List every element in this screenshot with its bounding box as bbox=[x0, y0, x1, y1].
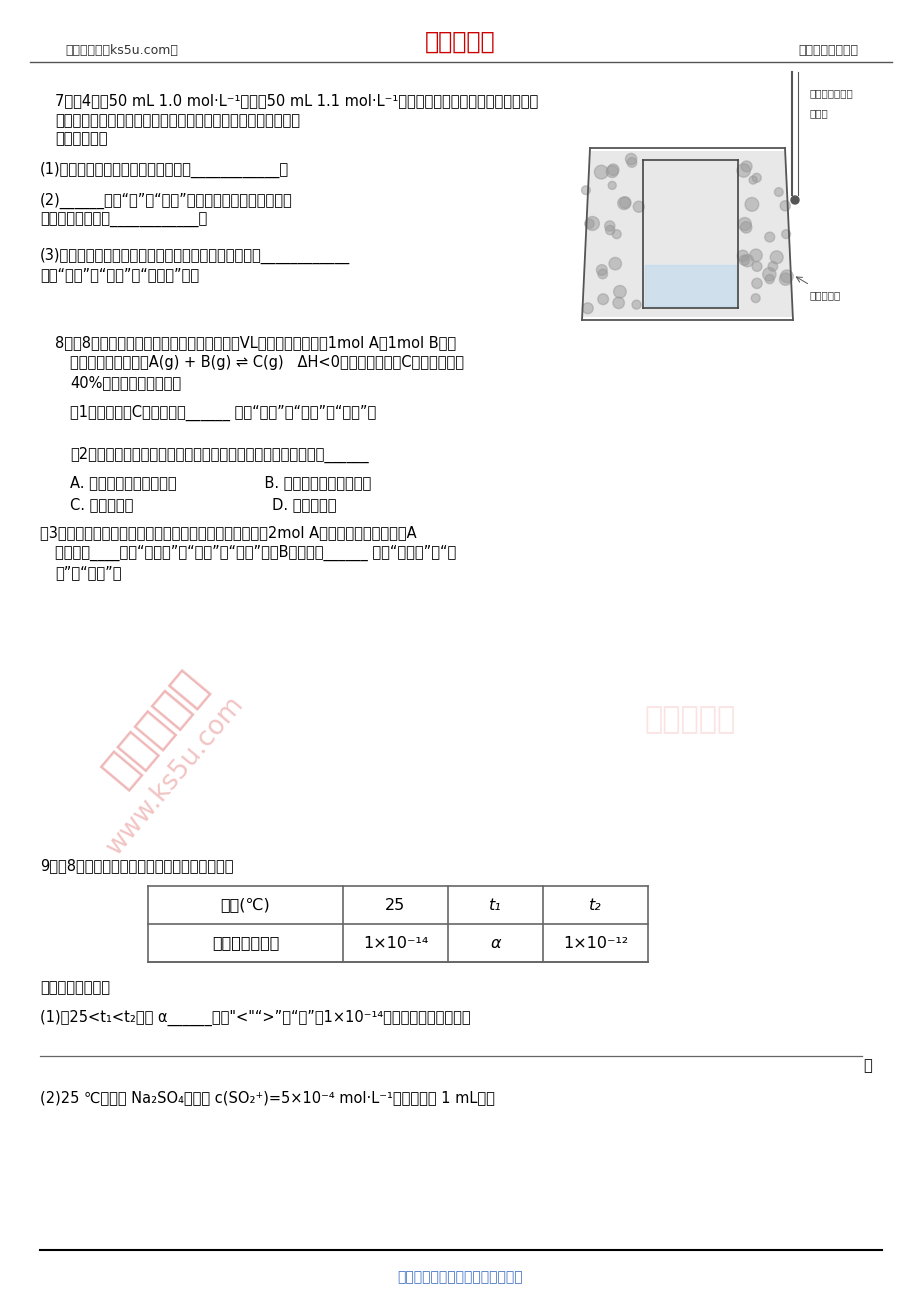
Circle shape bbox=[736, 250, 748, 262]
Circle shape bbox=[581, 186, 590, 194]
Text: （填“偏高”或“偏低”或“无影响”）。: （填“偏高”或“偏低”或“无影响”）。 bbox=[40, 267, 199, 283]
Circle shape bbox=[736, 164, 750, 177]
Text: 高考资源网: 高考资源网 bbox=[643, 706, 735, 734]
Circle shape bbox=[762, 268, 776, 281]
Text: 碎泡沫塑料: 碎泡沫塑料 bbox=[809, 290, 840, 299]
Circle shape bbox=[779, 201, 789, 211]
Text: 反应，并通过测定反应过程中所放出的热量来计算中和热。试回: 反应，并通过测定反应过程中所放出的热量来计算中和热。试回 bbox=[55, 113, 300, 128]
Circle shape bbox=[748, 176, 756, 184]
Text: 高考资源网版权所有，侵权必究！: 高考资源网版权所有，侵权必究！ bbox=[397, 1269, 522, 1284]
Polygon shape bbox=[582, 151, 792, 316]
Circle shape bbox=[752, 173, 760, 182]
Text: 高考资源网: 高考资源网 bbox=[425, 30, 494, 53]
Text: 持恒温恒压下反应：A(g) + B(g) ⇌ C(g)   ΔH<0。达到平衡时，C的体积分数为: 持恒温恒压下反应：A(g) + B(g) ⇌ C(g) ΔH<0。达到平衡时，C… bbox=[70, 355, 463, 370]
Text: 。: 。 bbox=[862, 1059, 871, 1073]
Text: (2)______（填“能”或“不能”）将环形玻璃搞拌棒改为环: (2)______（填“能”或“不能”）将环形玻璃搞拌棒改为环 bbox=[40, 193, 292, 210]
Circle shape bbox=[611, 229, 620, 238]
Text: 大”、“减小”）: 大”、“减小”） bbox=[55, 565, 121, 579]
Circle shape bbox=[737, 217, 751, 230]
Text: (3)大烧杯上如不盖硬纸板，对求得中和热数值的影响是____________: (3)大烧杯上如不盖硬纸板，对求得中和热数值的影响是____________ bbox=[40, 247, 350, 264]
Text: 的转化率____（填“无影响”、“增大”、“减小”），B的转化率______ （填“无影响”、“增: 的转化率____（填“无影响”、“增大”、“减小”），B的转化率______ （… bbox=[55, 546, 456, 561]
Circle shape bbox=[625, 154, 636, 165]
Circle shape bbox=[597, 270, 607, 279]
Text: A. 一定向正反应方向移动                   B. 一定向逆反应方向移动: A. 一定向正反应方向移动 B. 一定向逆反应方向移动 bbox=[70, 475, 371, 490]
Text: 您身边的高考专家: 您身边的高考专家 bbox=[797, 43, 857, 56]
Text: （2）若平衡时，保持容器容积不变，使容器内压强增大，则平衡______: （2）若平衡时，保持容器容积不变，使容器内压强增大，则平衡______ bbox=[70, 447, 369, 464]
Text: 7．（4分）50 mL 1.0 mol·L⁻¹盐酸跨50 mL 1.1 mol·L⁻¹氯氧化鼍溶液在下图装置中进行中和: 7．（4分）50 mL 1.0 mol·L⁻¹盐酸跨50 mL 1.1 mol·… bbox=[55, 92, 538, 108]
Text: 8．（8分）已知一定温度和压强下，在容积为VL的密闭容器中充入1mol A和1mol B，保: 8．（8分）已知一定温度和压强下，在容积为VL的密闭容器中充入1mol A和1m… bbox=[55, 335, 456, 350]
Circle shape bbox=[774, 187, 782, 197]
Text: 环形玻璃搞拌棒: 环形玻璃搞拌棒 bbox=[809, 89, 853, 98]
Circle shape bbox=[765, 275, 774, 284]
Text: (1)大小烧杯间填满碎泡沫塑料的作用____________。: (1)大小烧杯间填满碎泡沫塑料的作用____________。 bbox=[40, 161, 289, 178]
Circle shape bbox=[607, 164, 618, 176]
Text: 水的离子积常数: 水的离子积常数 bbox=[211, 936, 278, 950]
Text: 高考资源网（ks5u.com）: 高考资源网（ks5u.com） bbox=[65, 43, 177, 56]
Circle shape bbox=[607, 181, 616, 189]
Circle shape bbox=[769, 251, 782, 264]
Circle shape bbox=[584, 219, 594, 228]
Circle shape bbox=[790, 197, 798, 204]
Circle shape bbox=[751, 294, 759, 302]
Text: （1）升温时，C的反应速率______ （填“加快”、“减慢”或“不变”）: （1）升温时，C的反应速率______ （填“加快”、“减慢”或“不变”） bbox=[70, 405, 376, 422]
Text: (1)苦25<t₁<t₂，则 α______（填"<"“>”或“＝”）1×10⁻¹⁴，作出此判断的理由是: (1)苦25<t₁<t₂，则 α______（填"<"“>”或“＝”）1×10⁻… bbox=[40, 1010, 471, 1026]
Text: 温度计: 温度计 bbox=[809, 108, 828, 118]
Text: (2)25 ℃下，某 Na₂SO₄溶液中 c(SO₂⁺)=5×10⁻⁴ mol·L⁻¹，取该溶液 1 mL，加: (2)25 ℃下，某 Na₂SO₄溶液中 c(SO₂⁺)=5×10⁻⁴ mol·… bbox=[40, 1090, 494, 1105]
Circle shape bbox=[741, 161, 751, 172]
Text: α: α bbox=[490, 936, 500, 950]
Circle shape bbox=[778, 273, 791, 285]
Circle shape bbox=[632, 201, 643, 212]
Circle shape bbox=[751, 279, 761, 289]
Circle shape bbox=[613, 285, 626, 298]
Circle shape bbox=[764, 232, 774, 242]
Circle shape bbox=[618, 197, 630, 208]
Circle shape bbox=[594, 165, 607, 178]
Circle shape bbox=[741, 255, 753, 267]
Circle shape bbox=[617, 197, 630, 210]
Circle shape bbox=[781, 229, 789, 238]
Circle shape bbox=[604, 221, 614, 230]
Text: 答下列问题：: 答下列问题： bbox=[55, 132, 108, 146]
Text: 1×10⁻¹²: 1×10⁻¹² bbox=[562, 936, 628, 950]
Circle shape bbox=[739, 255, 749, 266]
Text: 形铜棒。其原因是____________。: 形铜棒。其原因是____________。 bbox=[40, 214, 207, 228]
Text: 高考资源网: 高考资源网 bbox=[96, 663, 214, 793]
Circle shape bbox=[597, 294, 607, 305]
Text: www.ks5u.com: www.ks5u.com bbox=[101, 690, 248, 859]
Text: C. 一定不移动                              D. 不一定移动: C. 一定不移动 D. 不一定移动 bbox=[70, 497, 336, 512]
Circle shape bbox=[608, 258, 621, 270]
Text: 试回答以下问题：: 试回答以下问题： bbox=[40, 980, 110, 995]
Text: （3）若平衡时，保持容器容积不变，在密闭容器中再充入2mol A，则反应达到平衡时，A: （3）若平衡时，保持容器容积不变，在密闭容器中再充入2mol A，则反应达到平衡… bbox=[40, 525, 416, 540]
Text: 9．（8分）下表是不同温度下水的离子积数据：: 9．（8分）下表是不同温度下水的离子积数据： bbox=[40, 858, 233, 874]
Circle shape bbox=[605, 225, 614, 234]
Text: 1×10⁻¹⁴: 1×10⁻¹⁴ bbox=[362, 936, 427, 950]
Circle shape bbox=[779, 270, 792, 283]
Text: 40%。试回答有关问题：: 40%。试回答有关问题： bbox=[70, 375, 181, 391]
Circle shape bbox=[612, 297, 624, 309]
Circle shape bbox=[606, 165, 618, 177]
Text: t₁: t₁ bbox=[489, 897, 501, 913]
Circle shape bbox=[749, 249, 762, 262]
Text: t₂: t₂ bbox=[588, 897, 601, 913]
Circle shape bbox=[751, 262, 761, 271]
Circle shape bbox=[582, 303, 593, 314]
Circle shape bbox=[740, 221, 751, 233]
Text: 25: 25 bbox=[385, 897, 405, 913]
Text: 温度(℃): 温度(℃) bbox=[221, 897, 270, 913]
Circle shape bbox=[627, 158, 636, 167]
Circle shape bbox=[767, 262, 777, 271]
Circle shape bbox=[596, 264, 607, 276]
Circle shape bbox=[584, 216, 598, 230]
Circle shape bbox=[744, 198, 758, 211]
Circle shape bbox=[631, 301, 641, 309]
